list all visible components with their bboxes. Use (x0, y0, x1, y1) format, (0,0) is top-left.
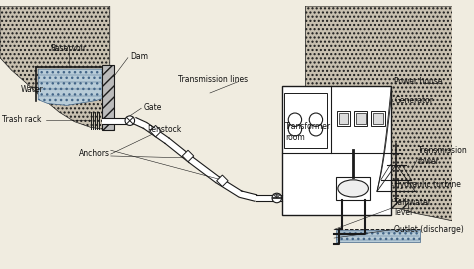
Text: Dam: Dam (130, 52, 148, 61)
Text: Transmission
tower: Transmission tower (418, 146, 468, 166)
Bar (339, 113, 348, 125)
Polygon shape (216, 177, 242, 197)
Bar (282, 86, 392, 215)
Bar (256, 195, 282, 201)
Polygon shape (336, 231, 420, 242)
Text: Trash rack: Trash rack (2, 115, 41, 124)
Text: Gate: Gate (143, 103, 162, 112)
Text: Penstock: Penstock (147, 125, 181, 134)
Bar (384, 201, 408, 208)
Text: Water: Water (21, 85, 44, 94)
Text: Reservoir: Reservoir (51, 44, 87, 53)
Bar (336, 177, 370, 200)
Polygon shape (0, 6, 110, 130)
Polygon shape (150, 125, 161, 137)
Text: Transformer
room: Transformer room (285, 122, 331, 142)
Text: Tail water
level: Tail water level (394, 198, 431, 217)
Polygon shape (273, 194, 277, 198)
Polygon shape (165, 138, 193, 162)
Polygon shape (240, 191, 256, 201)
Bar (284, 93, 328, 148)
Bar (337, 111, 350, 126)
Circle shape (288, 123, 301, 136)
Polygon shape (38, 69, 102, 105)
Polygon shape (217, 175, 228, 186)
Polygon shape (102, 65, 114, 130)
Polygon shape (133, 118, 146, 129)
Polygon shape (143, 123, 169, 143)
Bar (371, 111, 384, 126)
Polygon shape (182, 150, 194, 162)
Text: Transmission lines: Transmission lines (178, 75, 247, 84)
Circle shape (272, 193, 282, 203)
Ellipse shape (338, 180, 368, 197)
Circle shape (125, 116, 135, 125)
Circle shape (309, 123, 323, 136)
Polygon shape (189, 157, 219, 182)
Circle shape (288, 113, 301, 126)
Bar (354, 111, 367, 126)
Text: Generator: Generator (394, 96, 433, 105)
Circle shape (309, 113, 323, 126)
Text: Hydraulic turbine: Hydraulic turbine (394, 180, 461, 189)
Text: Power house: Power house (394, 77, 443, 86)
Polygon shape (305, 6, 452, 221)
Polygon shape (277, 194, 281, 198)
Bar (373, 113, 383, 125)
Bar (102, 118, 127, 123)
Text: Outlet (discharge): Outlet (discharge) (394, 225, 464, 234)
Text: Anchors: Anchors (79, 148, 110, 158)
Bar (356, 113, 365, 125)
